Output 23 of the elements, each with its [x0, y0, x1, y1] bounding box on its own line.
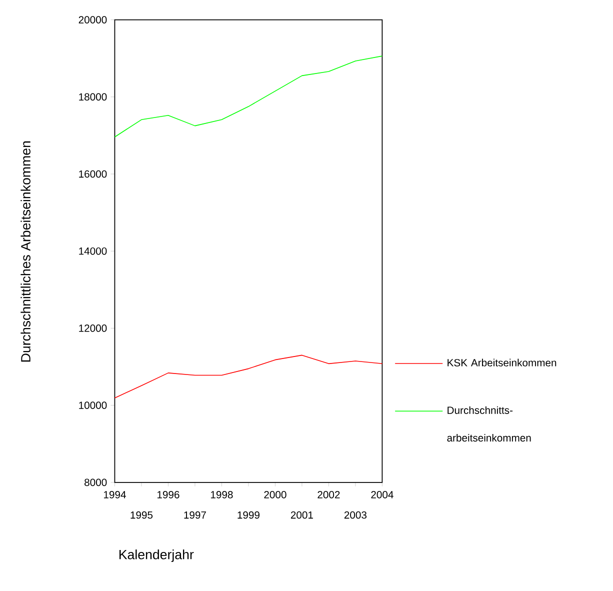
x-tick-label: 2002: [318, 490, 340, 498]
y-tick-label: 10000: [79, 401, 107, 409]
text: Durchschnitts-arbeitseinkommen: [447, 406, 531, 442]
x-tick-label: 1998: [210, 490, 233, 498]
text: 1997: [184, 511, 206, 518]
legend-label: KSK Arbeitseinkommen: [448, 358, 556, 366]
x-axis-title: Kalenderjahr: [119, 549, 194, 562]
y-axis-title: Durchschnittliches Arbeitseinkommen: [20, 141, 30, 362]
x-tick-label: 1996: [157, 490, 180, 498]
text: 1995: [130, 511, 153, 518]
text: 1999: [238, 511, 260, 518]
y-tick-label: 16000: [79, 170, 107, 178]
y-tick-label: 12000: [79, 324, 107, 332]
x-tick-label: 2004: [371, 490, 394, 498]
x-tick-label: 2000: [264, 490, 286, 498]
y-tick-label: 18000: [79, 93, 107, 100]
x-tick-label: 1994: [104, 490, 126, 498]
y-tick-label: 20000: [78, 16, 107, 24]
y-tick-label: 14000: [79, 247, 107, 255]
y-tick-label: 8000: [84, 478, 107, 486]
text: 2001: [290, 511, 313, 518]
text: 2003: [344, 511, 367, 518]
line-series: [114, 354, 383, 398]
